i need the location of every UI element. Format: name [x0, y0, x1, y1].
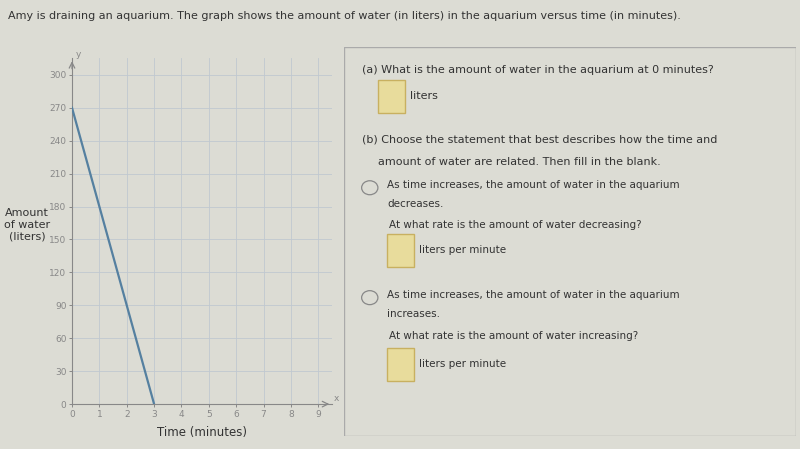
Text: At what rate is the amount of water increasing?: At what rate is the amount of water incr… — [389, 330, 638, 341]
Text: liters per minute: liters per minute — [418, 245, 506, 255]
FancyBboxPatch shape — [378, 80, 405, 113]
Text: y: y — [76, 50, 82, 59]
FancyBboxPatch shape — [387, 233, 414, 267]
Text: liters per minute: liters per minute — [418, 360, 506, 370]
Text: Amount
of water
(liters): Amount of water (liters) — [4, 208, 50, 241]
Text: increases.: increases. — [387, 309, 440, 319]
Text: As time increases, the amount of water in the aquarium: As time increases, the amount of water i… — [387, 290, 679, 300]
Text: amount of water are related. Then fill in the blank.: amount of water are related. Then fill i… — [378, 157, 661, 167]
Text: As time increases, the amount of water in the aquarium: As time increases, the amount of water i… — [387, 180, 679, 190]
Text: (b) Choose the statement that best describes how the time and: (b) Choose the statement that best descr… — [362, 135, 718, 145]
Text: (a) What is the amount of water in the aquarium at 0 minutes?: (a) What is the amount of water in the a… — [362, 65, 714, 75]
FancyBboxPatch shape — [387, 348, 414, 381]
Text: At what rate is the amount of water decreasing?: At what rate is the amount of water decr… — [389, 220, 642, 230]
Text: x: x — [334, 394, 338, 403]
Text: decreases.: decreases. — [387, 199, 443, 209]
X-axis label: Time (minutes): Time (minutes) — [157, 426, 247, 439]
Text: liters: liters — [410, 91, 438, 101]
Text: Amy is draining an aquarium. The graph shows the amount of water (in liters) in : Amy is draining an aquarium. The graph s… — [8, 11, 681, 21]
